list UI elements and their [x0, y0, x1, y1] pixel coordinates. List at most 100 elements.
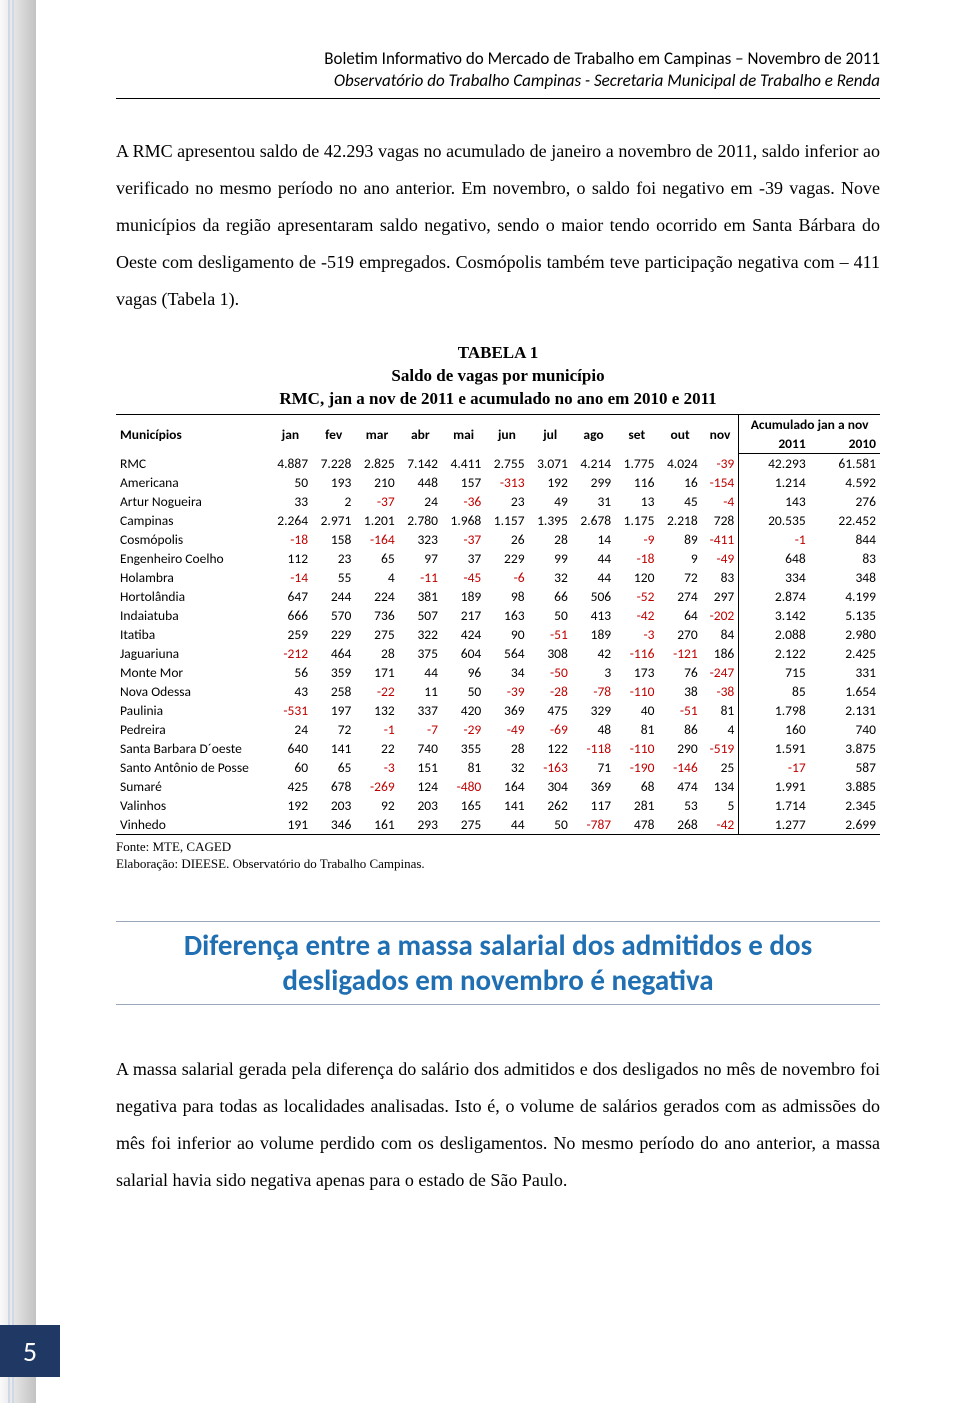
intro-paragraph: A RMC apresentou saldo de 42.293 vagas n…: [116, 133, 880, 317]
col-nov: nov: [702, 415, 739, 454]
cell-value: 4.887: [269, 454, 312, 474]
cell-value: 50: [442, 682, 485, 701]
cell-value: 275: [355, 625, 398, 644]
cell-value: 297: [702, 587, 739, 606]
cell-value: -110: [615, 682, 658, 701]
header-rule: [116, 98, 880, 99]
table-row: Nova Odessa43258-221150-39-28-78-11038-3…: [116, 682, 880, 701]
cell-acc: 5.135: [810, 606, 880, 625]
cell-value: 322: [399, 625, 442, 644]
cell-value: 72: [312, 720, 355, 739]
cell-name: Itatiba: [116, 625, 269, 644]
cell-acc: 740: [810, 720, 880, 739]
cell-value: -3: [615, 625, 658, 644]
cell-value: 56: [269, 663, 312, 682]
cell-value: -14: [269, 568, 312, 587]
cell-value: -480: [442, 777, 485, 796]
cell-value: 28: [485, 739, 528, 758]
cell-value: 11: [399, 682, 442, 701]
cell-value: 375: [399, 644, 442, 663]
cell-name: Monte Mor: [116, 663, 269, 682]
cell-acc: 587: [810, 758, 880, 777]
cell-value: 210: [355, 473, 398, 492]
cell-value: 4.024: [658, 454, 701, 474]
table-row: Hortolândia6472442243811899866506-522742…: [116, 587, 880, 606]
cell-value: 478: [615, 815, 658, 835]
cell-acc: 85: [739, 682, 810, 701]
cell-value: -154: [702, 473, 739, 492]
cell-value: 506: [572, 587, 615, 606]
cell-acc: 3.142: [739, 606, 810, 625]
cell-name: Paulinia: [116, 701, 269, 720]
cell-value: -18: [269, 530, 312, 549]
cell-acc: -17: [739, 758, 810, 777]
cell-value: 38: [658, 682, 701, 701]
cell-value: 141: [485, 796, 528, 815]
cell-value: 369: [485, 701, 528, 720]
cell-value: -1: [355, 720, 398, 739]
cell-value: 33: [269, 492, 312, 511]
cell-value: -78: [572, 682, 615, 701]
cell-value: 116: [615, 473, 658, 492]
cell-value: 189: [572, 625, 615, 644]
col-jun: jun: [485, 415, 528, 454]
cell-acc: 648: [739, 549, 810, 568]
cell-value: 42: [572, 644, 615, 663]
cell-value: 97: [399, 549, 442, 568]
cell-acc: 2.874: [739, 587, 810, 606]
cell-name: Cosmópolis: [116, 530, 269, 549]
cell-value: 229: [485, 549, 528, 568]
cell-value: 224: [355, 587, 398, 606]
cell-value: -787: [572, 815, 615, 835]
cell-value: 4: [702, 720, 739, 739]
cell-value: -110: [615, 739, 658, 758]
cell-value: 89: [658, 530, 701, 549]
cell-value: -4: [702, 492, 739, 511]
cell-value: 32: [485, 758, 528, 777]
table-row: Holambra-14554-11-45-632441207283334348: [116, 568, 880, 587]
table-row: RMC4.8877.2282.8257.1424.4112.7553.0714.…: [116, 454, 880, 474]
cell-value: -50: [529, 663, 572, 682]
cell-value: 507: [399, 606, 442, 625]
cell-value: 304: [529, 777, 572, 796]
cell-value: 203: [399, 796, 442, 815]
table-row: Itatiba25922927532242490-51189-3270842.0…: [116, 625, 880, 644]
cell-value: 270: [658, 625, 701, 644]
cell-value: 203: [312, 796, 355, 815]
cell-value: -49: [485, 720, 528, 739]
cell-value: 2: [312, 492, 355, 511]
cell-value: 68: [615, 777, 658, 796]
cell-value: -164: [355, 530, 398, 549]
col-fev: fev: [312, 415, 355, 454]
cell-value: 2.678: [572, 511, 615, 530]
cell-value: 678: [312, 777, 355, 796]
cell-name: Campinas: [116, 511, 269, 530]
cell-value: 99: [529, 549, 572, 568]
cell-value: -163: [529, 758, 572, 777]
cell-value: -411: [702, 530, 739, 549]
cell-value: 308: [529, 644, 572, 663]
cell-value: 475: [529, 701, 572, 720]
cell-value: -42: [702, 815, 739, 835]
cell-value: 141: [312, 739, 355, 758]
table-row: Monte Mor56359171449634-50317376-2477153…: [116, 663, 880, 682]
cell-value: 268: [658, 815, 701, 835]
cell-value: 191: [269, 815, 312, 835]
cell-name: Nova Odessa: [116, 682, 269, 701]
cell-name: Indaiatuba: [116, 606, 269, 625]
cell-value: 564: [485, 644, 528, 663]
cell-value: 37: [442, 549, 485, 568]
section-rule-bottom: [116, 1004, 880, 1005]
cell-acc: 3.875: [810, 739, 880, 758]
cell-value: 192: [529, 473, 572, 492]
cell-value: 299: [572, 473, 615, 492]
cell-value: 4.411: [442, 454, 485, 474]
cell-value: 329: [572, 701, 615, 720]
section-heading-block: Diferença entre a massa salarial dos adm…: [116, 921, 880, 1005]
cell-value: -45: [442, 568, 485, 587]
cell-value: -37: [355, 492, 398, 511]
table-row: Jaguariuna-2124642837560456430842-116-12…: [116, 644, 880, 663]
cell-value: 44: [399, 663, 442, 682]
cell-acc: 1.654: [810, 682, 880, 701]
cell-value: 1.201: [355, 511, 398, 530]
